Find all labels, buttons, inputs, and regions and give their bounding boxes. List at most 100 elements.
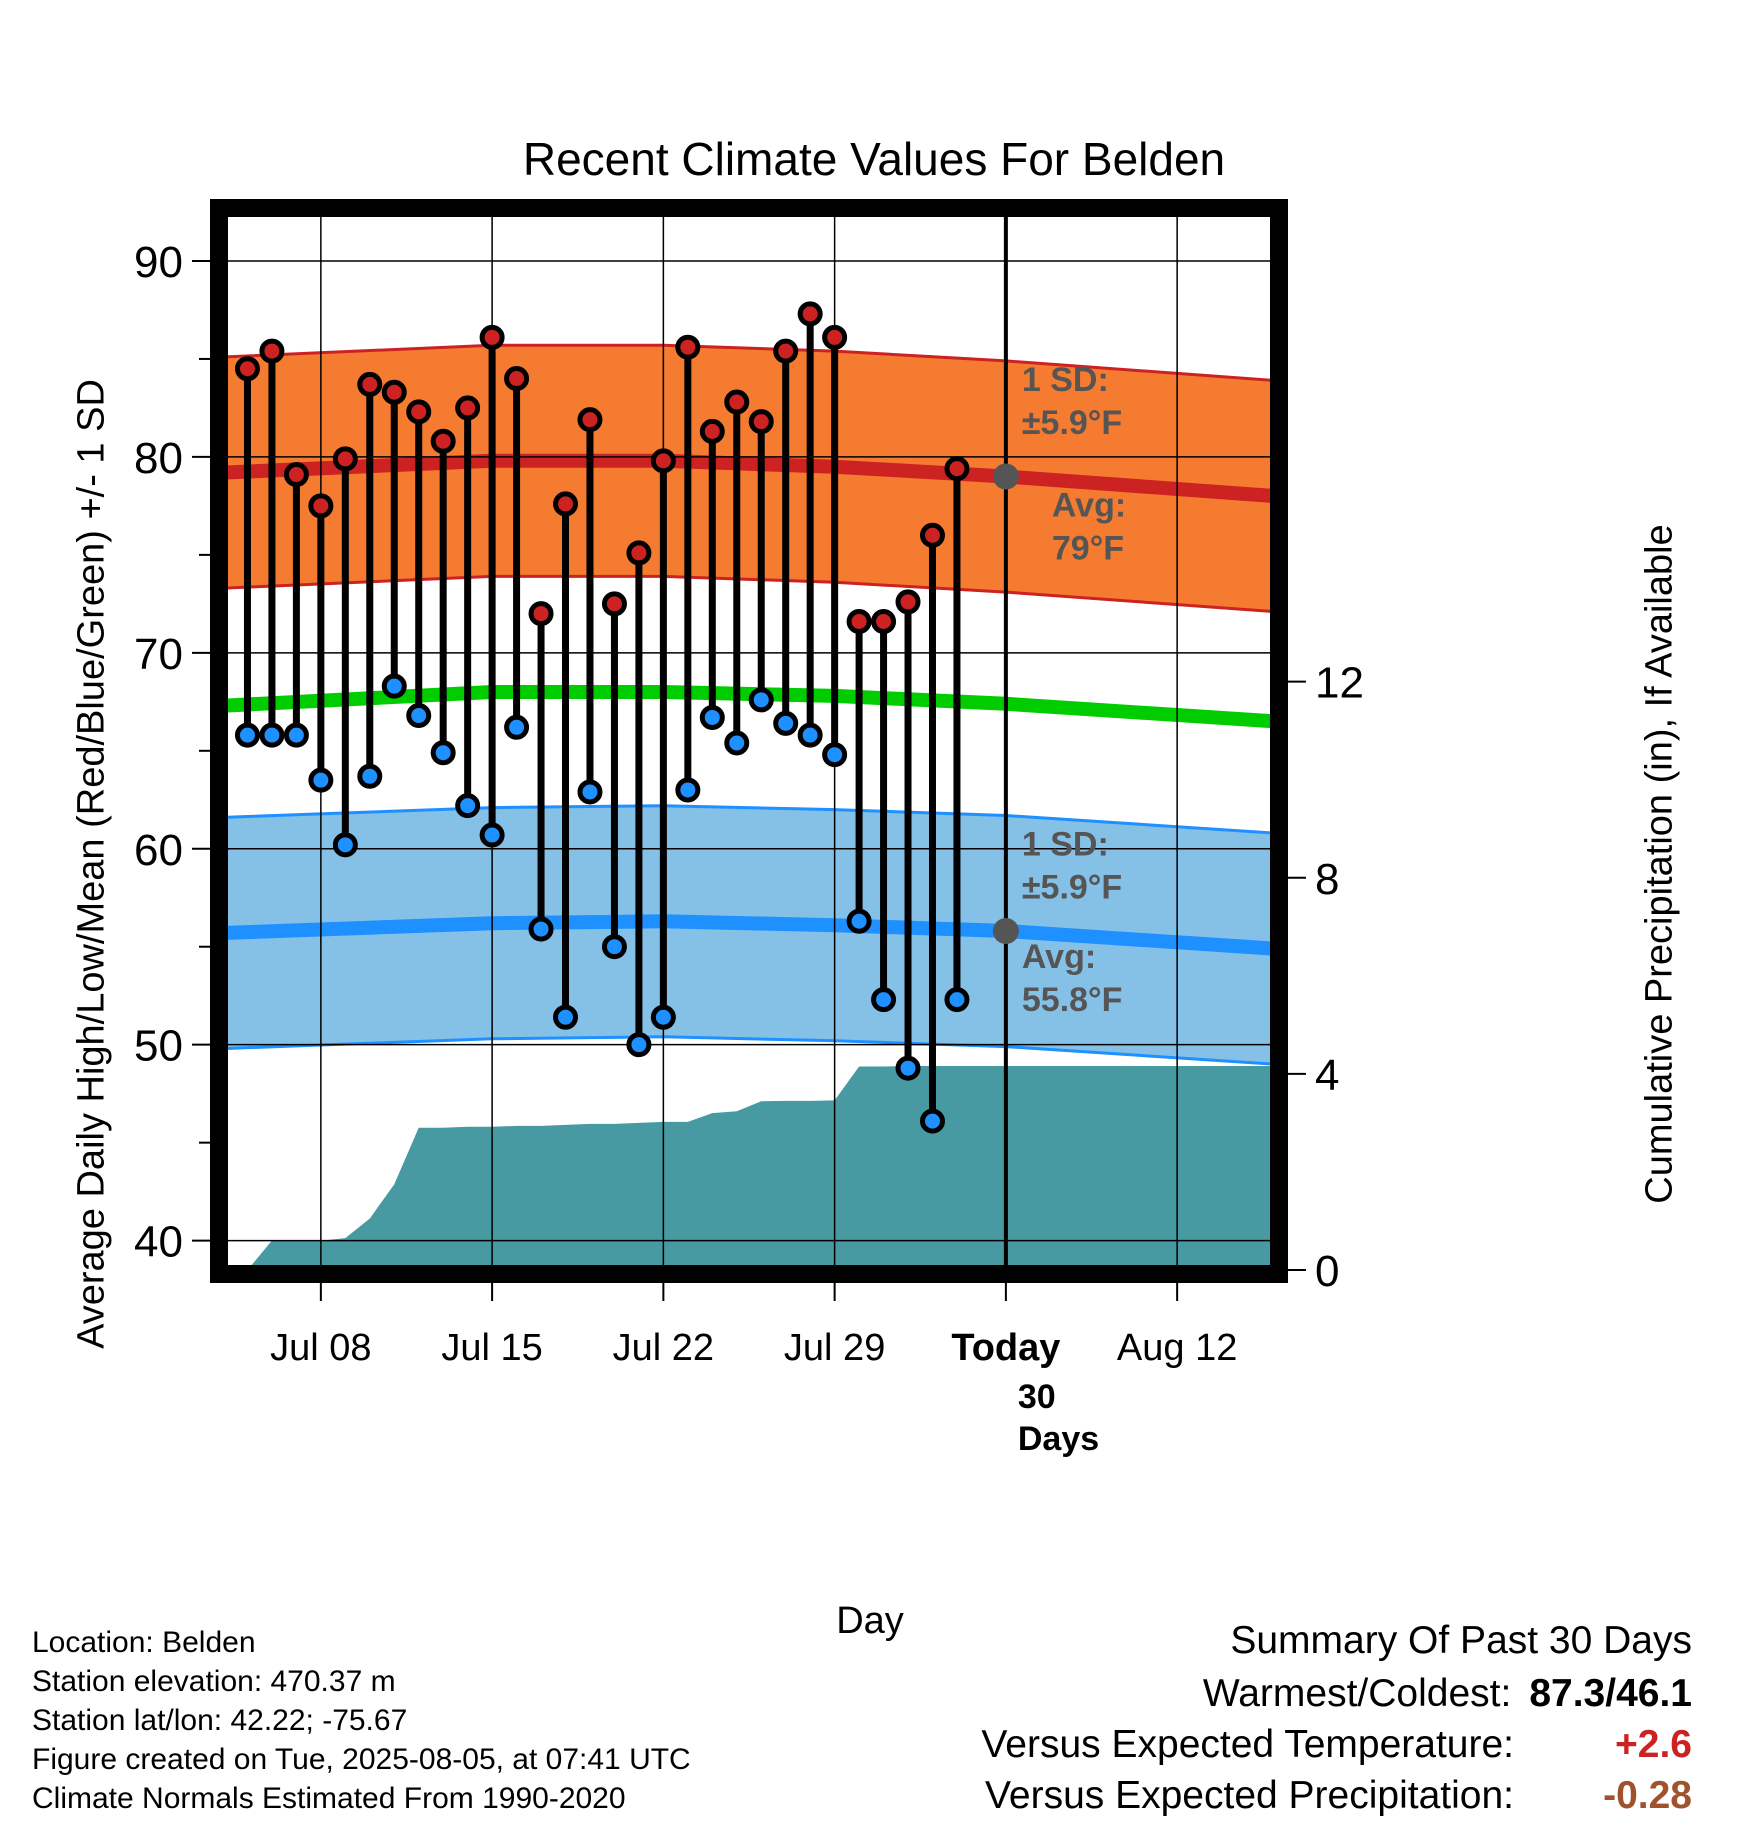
y-tick-label: 90: [134, 238, 183, 287]
high-point: [553, 491, 579, 517]
low-point: [797, 722, 823, 748]
high-sd-lower-line: [223, 574, 1275, 614]
low-sd-value-annotation: ±5.9°F: [1022, 868, 1122, 906]
precip-departure-value: -0.28: [1603, 1774, 1692, 1817]
low-sd-band: [223, 805, 1275, 1065]
high-point: [357, 371, 383, 397]
x-tick-label: Aug 12: [1117, 1327, 1237, 1369]
normals-text: Climate Normals Estimated From 1990-2020: [32, 1782, 626, 1815]
low-point: [430, 740, 456, 766]
high-point: [626, 540, 652, 566]
y2-tick-label: 0: [1315, 1247, 1339, 1296]
x-tick-label: Jul 22: [613, 1327, 714, 1369]
low-point: [650, 1004, 676, 1030]
high-sd-upper-line: [223, 343, 1275, 382]
warm-cold-value: 87.3/46.1: [1529, 1672, 1692, 1715]
low-sd-upper-line: [223, 804, 1275, 835]
precip-area: [247, 1066, 1275, 1270]
high-point: [332, 446, 358, 472]
low-avg-line: [223, 914, 1275, 956]
precip-departure-label: Versus Expected Precipitation:: [985, 1774, 1514, 1817]
low-point: [357, 763, 383, 789]
high-point: [650, 448, 676, 474]
y2-tick-label: 4: [1315, 1051, 1339, 1100]
low-point: [895, 1055, 921, 1081]
high-point: [822, 324, 848, 350]
temp-departure-value: +2.6: [1615, 1723, 1692, 1766]
high-point: [381, 379, 407, 405]
warm-cold-label: Warmest/Coldest:: [1202, 1672, 1512, 1715]
low-sd-annotation: 1 SD:: [1022, 825, 1109, 863]
chart-title: Recent Climate Values For Belden: [522, 133, 1226, 185]
high-point: [748, 409, 774, 435]
latlon-text: Station lat/lon: 42.22; -75.67: [32, 1704, 408, 1737]
high-point: [944, 456, 970, 482]
high-point: [430, 428, 456, 454]
x-tick-label: Jul 15: [441, 1327, 542, 1369]
x-tick-label: Jul 29: [784, 1327, 885, 1369]
low-sd-lower-line: [223, 1035, 1275, 1066]
high-avg-annotation: Avg:: [1052, 487, 1126, 525]
high-point: [406, 399, 432, 425]
low-point: [308, 767, 334, 793]
low-point: [259, 722, 285, 748]
high-point: [675, 334, 701, 360]
low-point: [504, 714, 530, 740]
low-point: [773, 710, 799, 736]
y2-tick-label: 12: [1315, 659, 1364, 708]
summary-panel: Summary Of Past 30 Days Warmest/Coldest:…: [981, 1615, 1692, 1821]
low-point: [528, 916, 554, 942]
window-label-number: 30: [1018, 1378, 1056, 1416]
y-tick-label: 70: [134, 630, 183, 679]
summary-header: Summary Of Past 30 Days: [1230, 1619, 1692, 1662]
y-tick-label: 50: [134, 1022, 183, 1071]
low-point: [675, 777, 701, 803]
high-avg-value-annotation: 79°F: [1052, 530, 1124, 568]
low-point: [822, 742, 848, 768]
low-point: [601, 934, 627, 960]
low-point: [871, 987, 897, 1013]
high-point: [871, 608, 897, 634]
x-tick-label: Today: [951, 1327, 1060, 1369]
y-tick-label: 80: [134, 434, 183, 483]
x-axis-label: Day: [836, 1600, 904, 1642]
low-point: [479, 822, 505, 848]
low-point: [283, 722, 309, 748]
high-point: [234, 356, 260, 382]
low-avg-annotation: Avg:: [1022, 938, 1096, 976]
window-label-unit: Days: [1018, 1420, 1099, 1458]
high-point: [699, 418, 725, 444]
low-point: [455, 793, 481, 819]
station-info: Location: Belden Station elevation: 470.…: [32, 1623, 691, 1818]
high-point: [846, 608, 872, 634]
high-sd-value-annotation: ±5.9°F: [1022, 404, 1122, 442]
low-point: [626, 1032, 652, 1058]
precip-departure-row: Versus Expected Precipitation: -0.28: [981, 1770, 1692, 1821]
plot-area: [223, 212, 1275, 1270]
high-avg-line: [223, 453, 1275, 504]
low-point: [381, 673, 407, 699]
low-point: [944, 987, 970, 1013]
high-point: [455, 395, 481, 421]
high-sd-band: [223, 345, 1275, 612]
low-point: [919, 1108, 945, 1134]
temp-departure-label: Versus Expected Temperature:: [981, 1723, 1514, 1766]
plot-frame: [210, 199, 1288, 1283]
y2-tick-label: 8: [1315, 855, 1339, 904]
low-point: [846, 908, 872, 934]
high-point: [259, 338, 285, 364]
elevation-text: Station elevation: 470.37 m: [32, 1665, 396, 1698]
warm-cold-row: Warmest/Coldest: 87.3/46.1: [981, 1668, 1692, 1719]
y-tick-label: 60: [134, 826, 183, 875]
location-text: Location: Belden: [32, 1626, 256, 1659]
high-point: [895, 589, 921, 615]
low-point: [724, 730, 750, 756]
temp-departure-row: Versus Expected Temperature: +2.6: [981, 1719, 1692, 1770]
created-text: Figure created on Tue, 2025-08-05, at 07…: [32, 1743, 691, 1776]
low-point: [332, 832, 358, 858]
high-point: [308, 493, 334, 519]
low-point: [553, 1004, 579, 1030]
high-point: [283, 462, 309, 488]
today-low-avg-marker: [992, 918, 1019, 945]
